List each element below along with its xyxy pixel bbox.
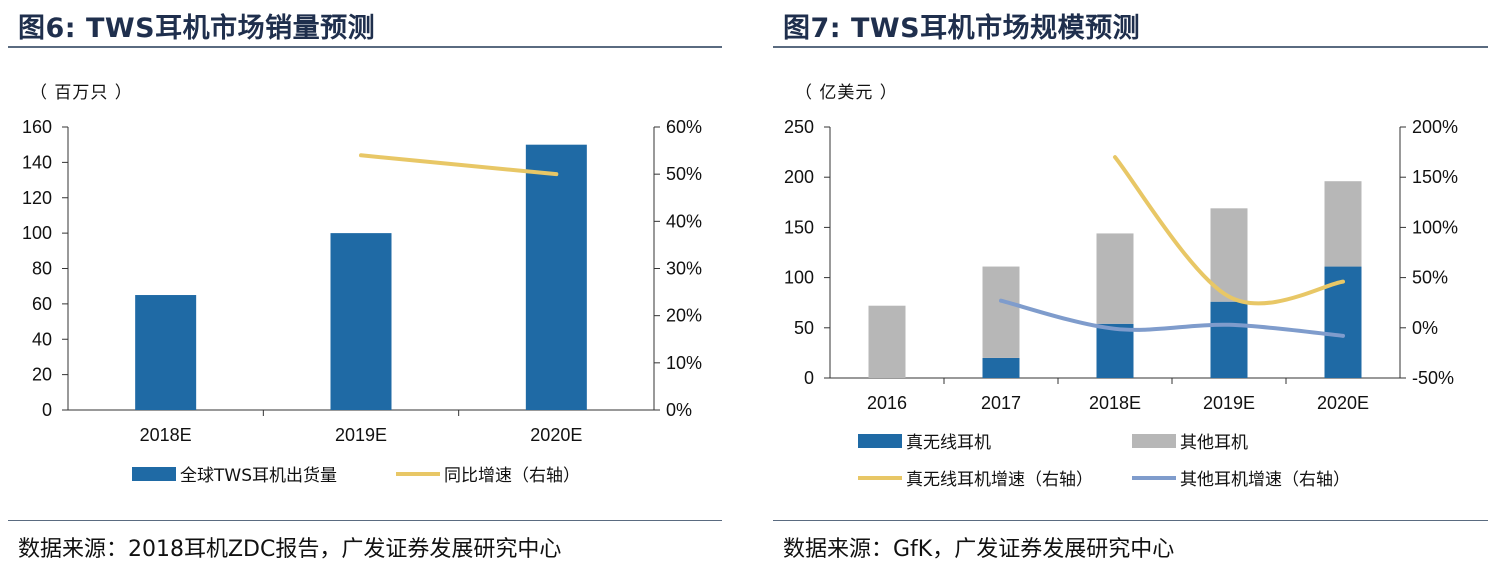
left-y-tick-label: 50 <box>794 318 814 338</box>
legend-label-yoy-growth: 同比增速（右轴） <box>444 466 580 486</box>
figure-7-panel: 图7: TWS耳机市场规模预测 （ 亿美元 ） 0 50 100 150 200 250 -… <box>765 0 1496 574</box>
left-y-tick-label: 100 <box>784 268 814 288</box>
left-y-tick-label: 150 <box>784 217 814 237</box>
figure-6-source: 数据来源：2018耳机ZDC报告，广发证券发展研究中心 <box>18 537 562 562</box>
bar-tws-earphones <box>1210 301 1248 378</box>
left-y-tick-label: 60 <box>32 294 52 314</box>
right-y-tick-label: 40% <box>666 211 702 231</box>
legend-label-other-earphones: 其他耳机 <box>1180 433 1248 453</box>
right-y-tick-label: 50% <box>666 164 702 184</box>
left-y-tick-label: 0 <box>804 368 814 388</box>
x-tick-label: 2020E <box>530 425 582 445</box>
bar-other-earphones <box>1324 181 1362 267</box>
left-y-tick-label: 140 <box>22 152 52 172</box>
legend-swatch-tws-earphones <box>858 434 902 448</box>
figure-6-top-rule <box>8 46 722 48</box>
right-y-tick-label: -50% <box>1412 368 1454 388</box>
left-y-tick-label: 160 <box>22 117 52 137</box>
right-y-tick-label: 10% <box>666 353 702 373</box>
x-tick-label: 2016 <box>867 393 907 413</box>
right-y-tick-label: 0% <box>1412 318 1438 338</box>
left-y-tick-label: 20 <box>32 365 52 385</box>
bar-tws-earphones <box>982 357 1020 378</box>
figure-7-chart: 0 50 100 150 200 250 -50% 0% 50% 100% 150% 200% 2016… <box>784 117 1458 490</box>
figure-6-chart: 0 20 40 60 80 100 120 140 160 0% 10% 20% 30% 40% 50% 60… <box>22 117 702 486</box>
legend-swatch-other-earphones <box>1132 434 1176 448</box>
figure-6-title: 图6: TWS耳机市场销量预测 <box>18 13 376 44</box>
x-tick-label: 2018E <box>140 425 192 445</box>
figure-6-unit-label: （ 百万只 ） <box>30 83 133 103</box>
x-tick-label: 2018E <box>1089 393 1141 413</box>
left-y-tick-label: 120 <box>22 188 52 208</box>
legend-label-tws-earphones: 真无线耳机 <box>906 433 991 453</box>
x-tick-label: 2020E <box>1317 393 1369 413</box>
left-y-tick-label: 80 <box>32 259 52 279</box>
legend-label-tws-growth: 真无线耳机增速（右轴） <box>906 470 1093 490</box>
x-tick-label: 2019E <box>1203 393 1255 413</box>
left-y-tick-label: 200 <box>784 167 814 187</box>
right-y-tick-label: 150% <box>1412 167 1458 187</box>
bar-other-earphones <box>982 266 1020 358</box>
left-y-tick-label: 250 <box>784 117 814 137</box>
bar-tws-earphones <box>1096 323 1134 378</box>
bar-other-earphones <box>1096 233 1134 324</box>
x-tick-label: 2017 <box>981 393 1021 413</box>
right-y-tick-label: 100% <box>1412 217 1458 237</box>
left-y-tick-label: 40 <box>32 329 52 349</box>
figure-7-top-rule <box>773 46 1488 48</box>
bar-shipments <box>525 144 587 410</box>
figure-7-title: 图7: TWS耳机市场规模预测 <box>783 13 1141 44</box>
legend-swatch-shipments <box>132 467 176 481</box>
right-y-tick-label: 20% <box>666 306 702 326</box>
figure-7-bottom-rule <box>773 520 1488 521</box>
right-y-tick-label: 0% <box>666 400 692 420</box>
legend-label-other-growth: 其他耳机增速（右轴） <box>1180 470 1350 490</box>
x-tick-label: 2019E <box>335 425 387 445</box>
right-y-tick-label: 50% <box>1412 268 1448 288</box>
figure-7-unit-label: （ 亿美元 ） <box>795 83 898 103</box>
bar-other-earphones <box>868 305 906 378</box>
line-tws-growth <box>1113 155 1345 306</box>
figure-7-source: 数据来源：GfK，广发证券发展研究中心 <box>783 537 1175 562</box>
line-yoy-growth <box>359 153 559 177</box>
right-y-tick-label: 200% <box>1412 117 1458 137</box>
right-y-tick-label: 30% <box>666 259 702 279</box>
line-other-growth <box>999 298 1345 338</box>
bar-shipments <box>330 233 392 410</box>
legend-label-shipments: 全球TWS耳机出货量 <box>180 466 337 486</box>
left-y-tick-label: 0 <box>42 400 52 420</box>
bar-shipments <box>135 295 197 410</box>
figure-6-bottom-rule <box>8 520 722 521</box>
left-y-tick-label: 100 <box>22 223 52 243</box>
right-y-tick-label: 60% <box>666 117 702 137</box>
figure-6-panel: 图6: TWS耳机市场销量预测 （ 百万只 ） 0 20 40 60 80 100 120 1… <box>0 0 730 574</box>
